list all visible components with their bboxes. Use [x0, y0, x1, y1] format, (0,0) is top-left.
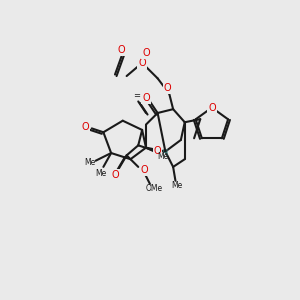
Text: O: O — [154, 146, 161, 157]
Text: Me: Me — [95, 169, 107, 178]
Text: O: O — [138, 58, 146, 68]
Text: O: O — [142, 48, 150, 58]
Text: O: O — [164, 82, 172, 93]
Text: Me: Me — [171, 181, 183, 190]
Text: O: O — [141, 165, 148, 175]
Text: O: O — [82, 122, 89, 132]
Text: Me: Me — [85, 158, 96, 167]
Text: OMe: OMe — [145, 184, 162, 193]
Text: O: O — [208, 103, 216, 112]
Text: =: = — [133, 92, 140, 100]
Text: H: H — [160, 148, 167, 158]
Text: O: O — [111, 169, 119, 180]
Text: O: O — [142, 93, 150, 103]
Text: Me: Me — [158, 152, 169, 160]
Text: O: O — [117, 45, 125, 55]
